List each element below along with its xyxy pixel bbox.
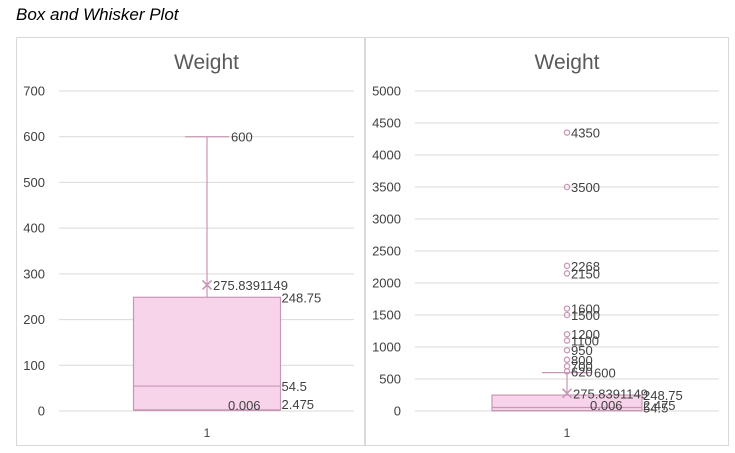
outlier-point: [563, 356, 571, 364]
y-tick-label: 3000: [372, 212, 401, 227]
data-label-outlier: 3500: [571, 180, 600, 195]
data-label-outlier: 4350: [571, 126, 600, 141]
data-label-outlier: 950: [571, 343, 593, 358]
y-tick-label: 100: [23, 358, 45, 373]
x-tick-label: 1: [564, 426, 571, 440]
box-plot-right: Weight 0 500 1000 1500 2000 2500 3000 3500 4000 45…: [372, 51, 719, 440]
data-label-max: 600: [231, 130, 253, 145]
data-label-outlier: 2150: [571, 266, 600, 281]
outlier-point: [563, 129, 571, 136]
outlier-point: [563, 305, 571, 312]
mean-marker: [561, 388, 573, 399]
outlier-point: [563, 337, 571, 344]
data-label-outlier: 800: [571, 353, 593, 368]
y-tick-label: 2500: [372, 244, 401, 259]
data-label-outlier: 1200: [571, 327, 600, 342]
data-label-min: 0.006: [228, 398, 261, 413]
y-tick-label: 200: [23, 312, 45, 327]
data-label-outlier: 700: [571, 359, 593, 374]
outlier-point: [563, 311, 571, 319]
y-tick-label: 700: [23, 84, 45, 99]
chart-title: Weight: [535, 51, 600, 74]
data-label-outlier: 620: [571, 364, 593, 379]
mean-marker: [201, 279, 213, 290]
data-label-q3: 248.75: [282, 290, 322, 305]
page-title: Box and Whisker Plot: [16, 5, 179, 24]
outlier-point: [563, 368, 571, 375]
data-label-q1: 2.475: [643, 398, 676, 413]
y-tick-label: 1000: [372, 340, 401, 355]
box: [132, 296, 282, 411]
data-label-outlier: 2268: [571, 259, 600, 274]
chart-panel-right: Weight 0 500 1000 1500 2000 2500 3000 3500 4000 45…: [365, 37, 729, 446]
y-tick-label: 0: [38, 404, 45, 419]
y-tick-label: 4000: [372, 148, 401, 163]
y-tick-label: 4500: [372, 116, 401, 131]
y-tick-label: 300: [23, 266, 45, 281]
data-label-outlier: 1500: [571, 308, 600, 323]
y-tick-label: 500: [379, 372, 401, 387]
outlier-point: [563, 330, 571, 338]
outlier-point: [563, 346, 571, 354]
data-label-q1: 2.475: [282, 397, 315, 412]
box-plot-left: Weight 0 100 200 300 400 500 600 700 1 600 275.8391…: [23, 51, 354, 440]
outlier-point: [563, 183, 571, 191]
data-label-max: 600: [594, 366, 616, 381]
data-label-mean: 275.8391149: [213, 278, 288, 293]
y-tick-label: 5000: [372, 84, 401, 99]
y-tick-label: 0: [394, 404, 401, 419]
chart-title: Weight: [174, 51, 239, 74]
y-tick-label: 400: [23, 221, 45, 236]
data-label-median: 54.5: [282, 379, 307, 394]
y-tick-label: 1500: [372, 308, 401, 323]
y-tick-label: 3500: [372, 180, 401, 195]
outlier-point: [563, 362, 571, 370]
data-label-min: 0.006: [590, 398, 623, 413]
y-tick-label: 600: [23, 129, 45, 144]
data-label-outlier: 1600: [571, 302, 600, 317]
y-tick-label: 500: [23, 175, 45, 190]
x-tick-label: 1: [204, 426, 211, 440]
data-label-mean: 275.8391149: [573, 386, 648, 401]
outlier-point: [563, 262, 571, 270]
outlier-point: [563, 270, 571, 277]
y-tick-label: 2000: [372, 276, 401, 291]
data-label-q3: 248.75: [643, 388, 683, 403]
data-label-median: 54.5: [643, 401, 668, 416]
chart-panel-left: Weight 0 100 200 300 400 500 600 700 1 600 275.8391…: [16, 37, 365, 446]
data-label-outlier: 1100: [571, 334, 599, 349]
